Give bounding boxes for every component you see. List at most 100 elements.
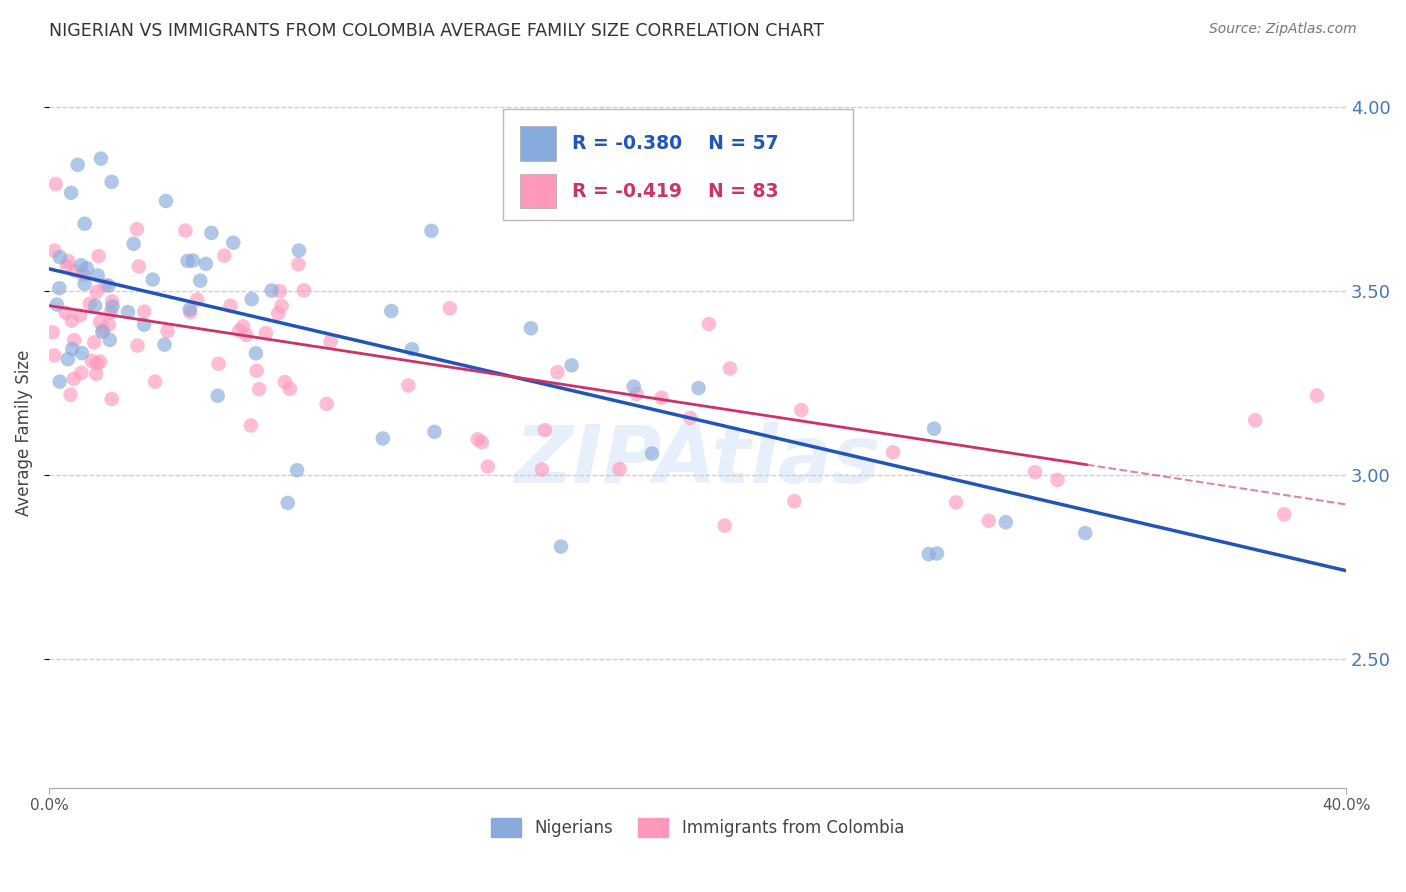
Point (73, 277, 96, 291)
Point (142, 272, 165, 286)
Point (188, 274, 211, 288)
Point (62, 372, 84, 386)
Point (977, 514, 1000, 528)
Point (222, 235, 245, 250)
Point (292, 283, 315, 297)
Point (713, 518, 735, 533)
Point (790, 403, 813, 417)
Point (254, 326, 277, 340)
Point (69, 308, 91, 322)
Text: ZIPAtlas: ZIPAtlas (515, 422, 880, 500)
Point (420, 224, 443, 238)
Point (285, 463, 308, 477)
Text: R = -0.419    N = 83: R = -0.419 N = 83 (572, 182, 779, 201)
Point (530, 462, 553, 476)
Point (155, 194, 177, 208)
Point (626, 387, 648, 401)
Point (84, 367, 107, 381)
Point (87, 249, 110, 263)
Point (1024, 465, 1046, 479)
Point (122, 236, 145, 251)
Point (63, 333, 86, 347)
Point (471, 435, 494, 450)
Point (277, 496, 299, 510)
Point (66, 158, 89, 172)
Text: NIGERIAN VS IMMIGRANTS FROM COLOMBIA AVERAGE FAMILY SIZE CORRELATION CHART: NIGERIAN VS IMMIGRANTS FROM COLOMBIA AVE… (49, 22, 824, 40)
Point (72, 268, 94, 282)
Point (132, 318, 155, 332)
Point (550, 540, 572, 554)
Point (90, 152, 112, 166)
Point (1306, 389, 1329, 403)
Point (153, 337, 176, 351)
Point (97, 318, 120, 332)
Point (269, 284, 291, 298)
Point (44, 244, 66, 258)
Point (176, 254, 198, 268)
Point (278, 382, 301, 396)
Point (70, 366, 93, 380)
Point (97, 278, 120, 293)
Point (42, 326, 65, 340)
Point (247, 382, 270, 396)
Point (91, 323, 114, 337)
Point (467, 433, 489, 447)
Point (101, 294, 124, 309)
Point (179, 305, 201, 319)
Y-axis label: Average Family Size: Average Family Size (15, 350, 32, 516)
Point (219, 299, 242, 313)
Point (134, 304, 156, 318)
Point (156, 324, 179, 338)
Point (83, 335, 105, 350)
Point (55, 306, 77, 320)
Point (86, 268, 108, 283)
Point (918, 547, 941, 561)
Point (641, 446, 664, 460)
FancyBboxPatch shape (503, 110, 853, 219)
Point (561, 359, 583, 373)
Point (186, 293, 208, 307)
Point (245, 346, 267, 360)
Point (315, 397, 337, 411)
Point (651, 391, 673, 405)
Point (688, 381, 710, 395)
Point (56, 254, 79, 268)
Point (1074, 526, 1097, 541)
Point (260, 284, 283, 298)
Point (125, 222, 148, 236)
Point (70, 346, 93, 360)
Point (89, 315, 111, 329)
Text: Source: ZipAtlas.com: Source: ZipAtlas.com (1209, 22, 1357, 37)
Point (76, 261, 98, 276)
Point (48, 375, 70, 389)
Point (79, 297, 101, 311)
Text: R = -0.380    N = 57: R = -0.380 N = 57 (572, 134, 779, 153)
Point (98, 333, 121, 347)
Point (89, 354, 111, 368)
Point (45, 177, 67, 191)
Point (194, 257, 217, 271)
Point (925, 547, 948, 561)
Point (697, 317, 720, 331)
Point (520, 321, 543, 335)
Point (232, 319, 254, 334)
Point (70, 258, 93, 272)
Point (945, 495, 967, 509)
Point (396, 378, 419, 392)
Point (143, 375, 166, 389)
Point (100, 392, 122, 406)
Point (534, 423, 557, 437)
Point (477, 459, 499, 474)
Point (239, 418, 262, 433)
Point (49, 250, 72, 264)
Point (679, 411, 702, 425)
Point (1046, 473, 1069, 487)
Point (94, 278, 117, 293)
Point (783, 494, 806, 508)
Point (423, 425, 446, 439)
Point (100, 305, 122, 319)
Point (63, 264, 86, 278)
Point (228, 324, 250, 338)
Legend: Nigerians, Immigrants from Colombia: Nigerians, Immigrants from Colombia (485, 811, 911, 844)
Point (922, 422, 945, 436)
